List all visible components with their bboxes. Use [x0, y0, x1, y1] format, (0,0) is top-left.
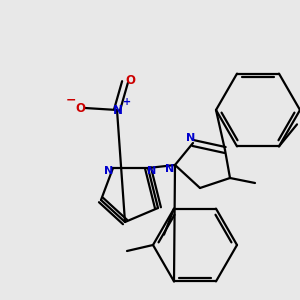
Text: N: N: [186, 133, 196, 143]
Text: O: O: [75, 103, 85, 116]
Text: N: N: [147, 166, 157, 176]
Text: O: O: [125, 74, 135, 86]
Text: −: −: [66, 94, 76, 106]
Text: N: N: [104, 166, 114, 176]
Text: N: N: [165, 164, 175, 174]
Text: +: +: [123, 97, 131, 107]
Text: N: N: [113, 104, 123, 118]
